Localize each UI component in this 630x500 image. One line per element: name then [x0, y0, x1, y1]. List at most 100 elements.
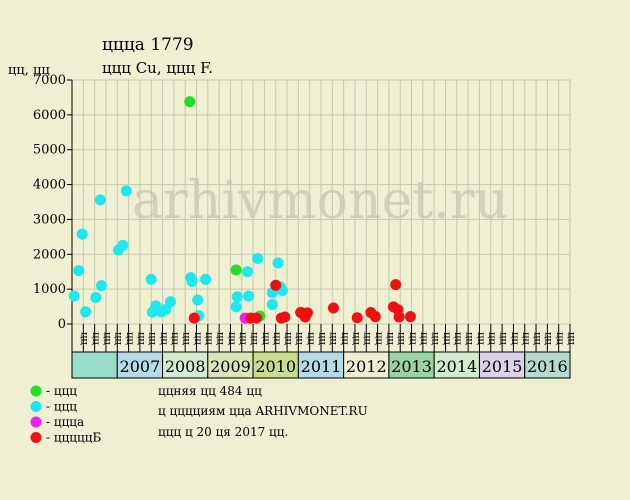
data-point: [73, 265, 85, 277]
data-point: [94, 194, 106, 206]
data-point: [76, 228, 88, 240]
year-band: [116, 351, 164, 379]
data-point: [192, 294, 204, 306]
x-quarter-label: цц: [135, 332, 146, 345]
legend-label: - ццц: [46, 384, 77, 398]
data-point: [327, 302, 339, 314]
x-quarter-label: цц: [181, 332, 192, 345]
y-axis: 0 1000 2000 3000 4000 5000 6000 7000: [33, 73, 73, 332]
x-quarter-label: цц: [271, 332, 282, 345]
data-point: [279, 311, 291, 323]
x-quarter-label: цц: [350, 332, 361, 345]
year-label: 2014: [436, 357, 477, 376]
x-quarter-label: цц: [509, 332, 520, 345]
data-point: [184, 96, 196, 108]
x-quarter-label: цц: [407, 332, 418, 345]
x-quarter-label: цц: [305, 332, 316, 345]
legend-marker: [30, 432, 42, 443]
x-quarter-label: цц: [260, 332, 271, 345]
x-quarter-label: цц: [362, 332, 373, 345]
x-quarter-label: цц: [294, 332, 305, 345]
x-quarter-label: цц: [475, 332, 486, 345]
legend-label: - ццца: [46, 415, 84, 429]
info-line-2: ц цццциям цца ARHIVMONET.RU: [158, 404, 368, 418]
x-quarter-label: цц: [396, 332, 407, 345]
year-band: [343, 351, 390, 379]
year-band: [433, 351, 480, 379]
y-tick-label: 3000: [33, 212, 66, 227]
data-point: [270, 279, 282, 291]
y-tick-label: 2000: [33, 247, 66, 262]
legend-marker: [30, 401, 42, 412]
year-label: 2016: [527, 357, 568, 376]
data-point: [369, 311, 381, 323]
x-quarter-label: цц: [418, 332, 429, 345]
data-point: [250, 312, 262, 324]
x-quarter-label: цц: [328, 332, 339, 345]
data-point: [90, 292, 102, 304]
chart-subtitle: ццц Cu, ццц F.: [102, 59, 213, 77]
year-label: 2010: [255, 357, 296, 376]
y-tick-label: 7000: [33, 73, 66, 88]
x-quarter-label: цц: [101, 332, 112, 345]
y-tick-label: 1000: [33, 282, 66, 297]
x-quarter-label: цц: [452, 332, 463, 345]
x-quarter-label: цц: [339, 332, 350, 345]
x-quarter-label: цц: [124, 332, 135, 345]
y-tick-label: 0: [58, 317, 66, 332]
data-point: [393, 311, 405, 323]
legend-marker: [30, 385, 42, 397]
x-quarter-label: цц: [237, 332, 248, 345]
data-point: [266, 298, 278, 310]
data-point: [272, 257, 284, 269]
x-quarter-label: цц: [214, 332, 225, 345]
x-quarter-label: цц: [79, 332, 90, 345]
x-quarter-label: цц: [169, 332, 180, 345]
data-point: [241, 266, 253, 278]
data-point: [200, 273, 212, 285]
x-quarter-label: цц: [565, 332, 576, 345]
y-tick-label: 4000: [33, 178, 66, 193]
chart-title: ццца 1779: [102, 35, 194, 55]
data-point: [117, 239, 129, 251]
year-label: 2015: [482, 357, 523, 376]
y-axis-label: цц, цц: [8, 63, 50, 78]
year-band: [478, 351, 526, 379]
data-point: [188, 312, 200, 324]
x-quarter-label: цц: [203, 332, 214, 345]
x-quarter-label: цц: [192, 332, 203, 345]
legend-marker: [30, 416, 42, 428]
year-band: [162, 351, 209, 379]
year-band: [207, 351, 254, 379]
data-point: [230, 301, 242, 313]
watermark: arhivmonet.ru: [132, 171, 508, 231]
data-point: [186, 275, 198, 287]
legend-label: - ццц: [46, 400, 77, 414]
x-quarter-label: цц: [226, 332, 237, 345]
data-point: [145, 273, 157, 285]
x-axis: цц цц цц цц цц цц цц цц цц цц цц цц цц цц цц цц цц цц цц цц…: [71, 324, 576, 379]
year-label: 2007: [120, 357, 161, 376]
x-quarter-label: цц: [147, 332, 158, 345]
data-point: [390, 279, 402, 291]
x-quarter-label: цц: [316, 332, 327, 345]
year-label: 2013: [391, 357, 432, 376]
x-quarter-label: цц: [158, 332, 169, 345]
x-quarter-label: цц: [531, 332, 542, 345]
data-point: [120, 185, 132, 197]
x-quarter-label: цц: [373, 332, 384, 345]
data-point: [68, 290, 80, 302]
year-label: 2008: [165, 357, 206, 376]
x-quarter-label: цц: [486, 332, 497, 345]
x-quarter-label: цц: [430, 332, 441, 345]
y-tick-label: 6000: [33, 108, 66, 123]
year-label: 2009: [210, 357, 251, 376]
x-quarter-label: цц: [497, 332, 508, 345]
x-quarter-label: цц: [441, 332, 452, 345]
data-point: [164, 296, 176, 308]
year-label: 2012: [346, 357, 387, 376]
year-label: 2011: [301, 357, 342, 376]
x-quarter-label: цц: [520, 332, 531, 345]
x-quarter-label: цц: [384, 332, 395, 345]
